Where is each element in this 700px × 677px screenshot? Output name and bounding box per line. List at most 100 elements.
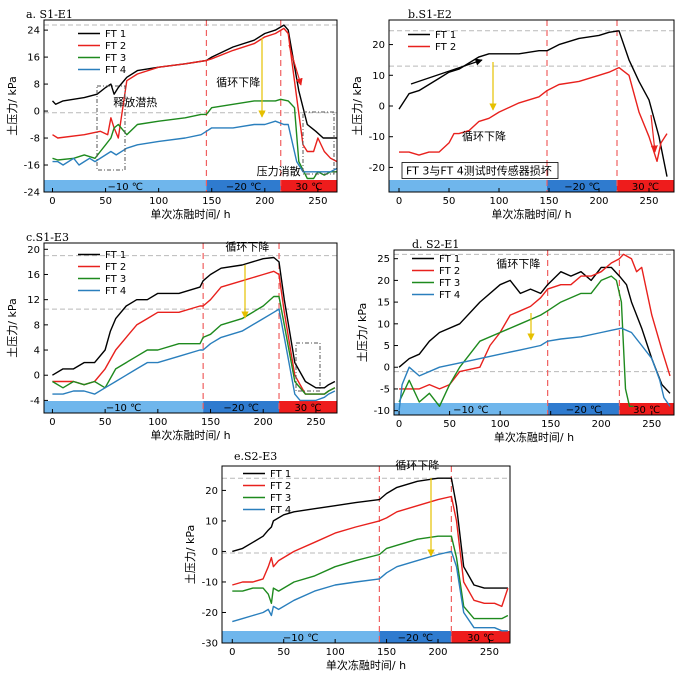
series-line-ft4 [52, 120, 338, 173]
plot-frame [43, 19, 338, 193]
x-tick-label: 50 [443, 419, 456, 430]
x-tick-label: 200 [589, 196, 608, 207]
y-tick-label: -5 [380, 384, 390, 395]
stage-bar-3 [280, 180, 337, 192]
highlight-box [295, 342, 321, 392]
x-tick-label: 0 [396, 196, 402, 207]
y-tick-label: -10 [202, 577, 218, 588]
plot-frame [43, 242, 338, 414]
panel-title: c.S1-E3 [26, 231, 69, 244]
y-tick-label: -20 [202, 608, 218, 619]
stage-label-1: −10 ℃ [106, 403, 142, 414]
x-tick-label: 100 [326, 647, 345, 658]
x-axis-label: 单次冻融时间/ h [491, 207, 571, 221]
annotation-text: 循环下降 [462, 129, 506, 143]
x-tick-label: 250 [642, 419, 661, 430]
y-tick-label: -8 [30, 134, 40, 145]
series-line-ft2 [399, 253, 671, 390]
series-line-ft4 [398, 327, 671, 411]
legend-label: FT 4 [105, 65, 126, 76]
legend-label: FT 2 [270, 481, 291, 492]
y-tick-label: -4 [30, 396, 40, 407]
stage-bar-1 [44, 180, 207, 192]
stage-label-3: 30 ℃ [633, 405, 660, 416]
x-tick-label: 150 [202, 196, 221, 207]
legend-label: FT 4 [270, 505, 291, 516]
panel-title: a. S1-E1 [26, 8, 73, 21]
y-tick-label: 0 [379, 102, 385, 113]
x-tick-label: 50 [99, 417, 112, 428]
stage-label-2: −20 ℃ [223, 403, 259, 414]
y-tick-label: 25 [377, 254, 390, 265]
panel-a: −10 ℃ −20 ℃ 30 ℃ 0 50 100 150 200 250 -24 -16 -8 0 8 1… [6, 8, 338, 221]
highlight-box [302, 111, 335, 175]
panel-e: −10 ℃ −20 ℃ 30 ℃ 0 50 100 150 200 250 -30 -20 -10 0 1… [184, 450, 511, 672]
x-tick-label: 150 [377, 647, 396, 658]
y-tick-label: -10 [369, 132, 385, 143]
y-tick-label: 12 [27, 295, 40, 306]
x-tick-label: 50 [277, 647, 290, 658]
y-tick-label: 10 [205, 516, 218, 527]
legend-label: FT 4 [105, 286, 126, 297]
y-tick-label: 0 [34, 371, 40, 382]
x-tick-label: 0 [396, 419, 402, 430]
y-tick-label: -30 [202, 639, 218, 650]
legend-label: FT 2 [105, 262, 126, 273]
stage-label-2: −20 ℃ [226, 182, 262, 193]
highlight-box [96, 85, 126, 171]
y-tick-label: -10 [374, 406, 390, 417]
annotation-text: 循环下降 [496, 256, 540, 270]
stage-bar-1 [44, 401, 204, 413]
x-axis-label: 单次冻融时间/ h [494, 430, 574, 444]
y-tick-label: 24 [27, 26, 40, 37]
plot-frame [393, 249, 675, 416]
stage-label-3: 30 ℃ [295, 182, 322, 193]
annotation-text: 压力消散 [257, 164, 301, 178]
x-tick-label: 100 [149, 196, 168, 207]
legend-label: FT 3 [105, 274, 126, 285]
x-tick-label: 250 [480, 647, 499, 658]
stage-bar-1 [389, 180, 547, 192]
legend-label: FT 1 [435, 30, 456, 41]
stage-bar-2 [379, 631, 452, 643]
y-tick-label: 5 [384, 341, 390, 352]
y-tick-label: 4 [34, 346, 40, 357]
x-tick-label: 200 [428, 647, 447, 658]
x-tick-label: 200 [592, 419, 611, 430]
trend-arrow [288, 44, 303, 86]
legend-label: FT 2 [105, 41, 126, 52]
y-tick-label: -24 [24, 188, 40, 199]
trend-arrow [410, 58, 483, 85]
y-axis-label: 土压力/ kPa [6, 298, 19, 357]
series-line-ft2 [52, 27, 338, 163]
stage-label-2: 30 ℃ [632, 182, 659, 193]
stage-bar-3 [617, 180, 674, 192]
panel-title: b.S1-E2 [408, 8, 452, 21]
stage-label-3: 30 ℃ [467, 633, 494, 644]
series-line-ft3 [52, 295, 336, 395]
y-tick-label: 20 [377, 276, 390, 287]
x-tick-label: 200 [254, 417, 273, 428]
x-tick-label: 150 [539, 196, 558, 207]
y-tick-label: 0 [212, 547, 218, 558]
series-line-ft1 [52, 256, 336, 389]
legend-label: FT 1 [439, 254, 460, 265]
y-tick-label: 20 [372, 40, 385, 51]
series-line-ft1 [232, 477, 508, 589]
x-tick-label: 250 [306, 417, 325, 428]
y-tick-label: -20 [369, 163, 385, 174]
y-tick-label: 0 [34, 107, 40, 118]
stage-bar-3 [279, 401, 337, 413]
y-tick-label: 10 [377, 319, 390, 330]
legend-label: FT 3 [105, 53, 126, 64]
y-tick-label: 15 [377, 298, 390, 309]
stage-bar-3 [451, 631, 510, 643]
y-tick-label: 16 [27, 53, 40, 64]
annotation-box [401, 162, 559, 179]
legend-label: FT 2 [439, 266, 460, 277]
legend-label: FT 3 [439, 278, 460, 289]
x-tick-label: 200 [255, 196, 274, 207]
series-line-ft1 [398, 30, 668, 177]
stage-bar-1 [394, 403, 548, 415]
